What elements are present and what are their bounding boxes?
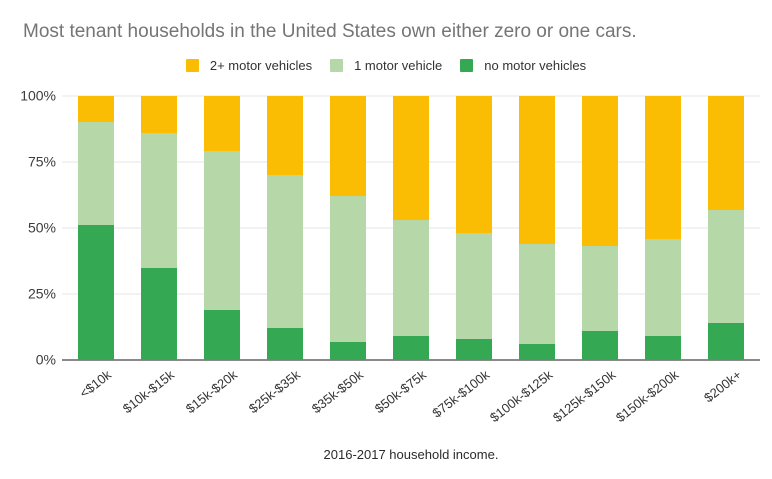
stacked-bar[interactable]: [393, 96, 430, 360]
stacked-bar[interactable]: [203, 96, 240, 360]
bar-segment-2plus[interactable]: [582, 96, 619, 247]
x-axis-labels: <$10k $10k-$15k $15k-$20k $25k-$35k $35k-$50…: [64, 362, 758, 437]
bar-segment-none[interactable]: [203, 309, 240, 360]
y-tick-label: 75%: [27, 153, 56, 170]
bar-column: [443, 96, 506, 360]
bar-column: [379, 96, 442, 360]
legend-item-2plus-vehicles: 2+ motor vehicles: [185, 57, 313, 73]
stacked-bar[interactable]: [140, 96, 177, 360]
bar-segment-one[interactable]: [266, 175, 303, 329]
bar-segment-none[interactable]: [519, 344, 556, 360]
stacked-bar[interactable]: [582, 96, 619, 360]
legend-item-no-vehicles: no motor vehicles: [460, 58, 586, 73]
stacked-bar[interactable]: [645, 96, 682, 360]
stacked-bar[interactable]: [708, 96, 745, 360]
x-tick-label: <$10k: [76, 367, 114, 401]
bar-segment-none[interactable]: [456, 338, 493, 360]
x-tick-label: $125k-$150k: [550, 367, 619, 426]
legend-label: 1 motor vehicle: [354, 57, 443, 73]
bar-column: [316, 96, 379, 360]
bar-segment-none[interactable]: [140, 267, 177, 360]
bar-segment-2plus[interactable]: [645, 96, 682, 239]
y-tick-label: 50%: [27, 219, 56, 236]
bar-segment-2plus[interactable]: [708, 96, 745, 210]
stacked-bar[interactable]: [329, 96, 366, 360]
stacked-bar[interactable]: [77, 96, 114, 360]
bar-segment-one[interactable]: [708, 209, 745, 324]
bar-segment-none[interactable]: [77, 225, 114, 360]
bar-segment-none[interactable]: [266, 328, 303, 360]
legend-swatch-one-icon: [330, 58, 344, 72]
bar-segment-one[interactable]: [329, 196, 366, 342]
chart-title: Most tenant households in the United Sta…: [23, 21, 637, 42]
bar-segment-one[interactable]: [203, 151, 240, 310]
x-tick-label: $25k-$35k: [245, 367, 304, 417]
legend-swatch-none-icon: [460, 58, 474, 72]
bar-segment-one[interactable]: [140, 132, 177, 268]
bar-segment-none[interactable]: [582, 330, 619, 360]
bar-segment-one[interactable]: [519, 243, 556, 345]
bar-segment-none[interactable]: [393, 336, 430, 360]
bar-column: [127, 96, 190, 360]
stacked-bar[interactable]: [456, 96, 493, 360]
x-axis-line: [62, 359, 760, 361]
bar-segment-one[interactable]: [582, 246, 619, 331]
bar-column: [569, 96, 632, 360]
x-tick-label: $35k-$50k: [309, 367, 367, 417]
bar-segment-2plus[interactable]: [77, 96, 114, 123]
legend-label: no motor vehicles: [484, 57, 587, 73]
bar-segment-none[interactable]: [329, 341, 366, 360]
bar-segment-2plus[interactable]: [203, 96, 240, 152]
bar-segment-2plus[interactable]: [140, 96, 177, 133]
bar-column: [64, 96, 127, 360]
bar-column: [695, 96, 758, 360]
y-tick-label: 0%: [35, 351, 56, 368]
bar-segment-one[interactable]: [645, 238, 682, 337]
bar-column: [253, 96, 316, 360]
x-tick-label: $200k+: [701, 367, 745, 406]
x-tick-label: $50k-$75k: [372, 367, 430, 417]
bar-segment-one[interactable]: [456, 233, 493, 339]
bar-segment-2plus[interactable]: [329, 96, 366, 197]
bar-column: [506, 96, 569, 360]
bar-column: [632, 96, 695, 360]
x-tick-label: $15k-$20k: [182, 367, 240, 417]
bar-segment-none[interactable]: [645, 336, 682, 360]
legend: 2+ motor vehicles 1 motor vehicle no mot…: [0, 56, 772, 74]
y-tick-label: 100%: [20, 87, 56, 104]
bar-segment-2plus[interactable]: [266, 96, 303, 176]
x-tick-label: $10k-$15k: [119, 367, 177, 417]
bar-column: [190, 96, 253, 360]
stacked-bar[interactable]: [266, 96, 303, 360]
x-tick-label: $75k-$100k: [429, 367, 493, 421]
bar-segment-none[interactable]: [708, 323, 745, 360]
bar-segment-one[interactable]: [77, 122, 114, 226]
bar-segment-one[interactable]: [393, 220, 430, 337]
y-tick-label: 25%: [27, 285, 56, 302]
plot-area: [64, 96, 758, 360]
x-tick-label: $150k-$200k: [613, 367, 682, 426]
legend-item-one-vehicle: 1 motor vehicle: [330, 58, 442, 73]
axis-caption: 2016-2017 household income.: [323, 447, 499, 462]
bar-segment-2plus[interactable]: [519, 96, 556, 244]
bar-segment-2plus[interactable]: [393, 96, 430, 221]
legend-label: 2+ motor vehicles: [209, 57, 313, 73]
y-axis-labels: 0% 25% 50% 75% 100%: [0, 89, 56, 367]
bar-segment-2plus[interactable]: [456, 96, 493, 234]
legend-swatch-2plus-icon: [185, 58, 199, 72]
x-tick-label: $100k-$125k: [486, 367, 556, 426]
stacked-bar[interactable]: [519, 96, 556, 360]
